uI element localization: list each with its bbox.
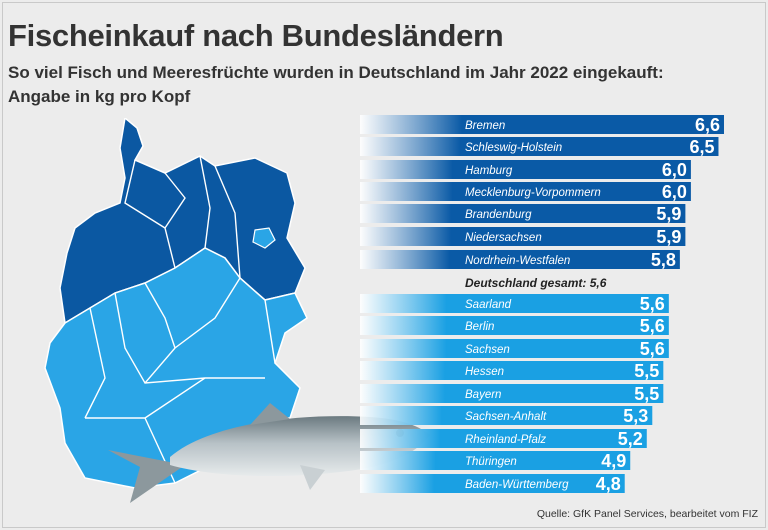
bar-value: 5,9 — [656, 227, 681, 247]
bar-hamburg — [360, 160, 691, 179]
unit-line: Angabe in kg pro Kopf — [8, 87, 191, 106]
bar-sachsen — [360, 339, 669, 358]
bar-value: 5,8 — [651, 250, 676, 270]
bar-label: Baden-Württemberg — [465, 479, 569, 491]
bar-label: Hessen — [465, 366, 504, 378]
bar-label: Sachsen-Anhalt — [465, 411, 547, 423]
bar-value: 5,2 — [618, 429, 643, 449]
bar-label: Thüringen — [465, 456, 517, 468]
bar-value: 4,8 — [596, 474, 621, 494]
bar-value: 5,5 — [634, 384, 659, 404]
bar-label: Schleswig-Holstein — [465, 142, 562, 154]
bar-label: Hamburg — [465, 165, 513, 177]
bar-label: Saarland — [465, 299, 512, 311]
bar-value: 6,0 — [662, 182, 687, 202]
bar-hessen — [360, 361, 664, 380]
bar-niedersachsen — [360, 227, 686, 246]
bar-value: 5,6 — [640, 339, 665, 359]
bar-label: Nordrhein-Westfalen — [465, 255, 570, 267]
bar-value: 5,6 — [640, 316, 665, 336]
bar-label: Niedersachsen — [465, 232, 542, 244]
map-borders — [84, 155, 276, 484]
bar-label: Mecklenburg-Vorpommern — [465, 187, 601, 199]
bar-rheinland-pfalz — [360, 429, 647, 448]
bar-label: Rheinland-Pfalz — [465, 434, 546, 446]
bar-brandenburg — [360, 204, 686, 223]
bar-value: 6,5 — [689, 137, 714, 157]
bar-value: 4,9 — [601, 451, 626, 471]
average-label: Deutschland gesamt: 5,6 — [465, 276, 607, 290]
bar-label: Brandenburg — [465, 209, 532, 221]
bar-nordrhein-westfalen — [360, 250, 680, 269]
bar-value: 6,6 — [695, 115, 720, 135]
bar-berlin — [360, 316, 669, 335]
bar-label: Bayern — [465, 389, 501, 401]
bar-sachsen-anhalt — [360, 406, 653, 425]
page-title: Fischeinkauf nach Bundesländern — [8, 18, 504, 53]
bar-label: Bremen — [465, 120, 505, 132]
bar-bayern — [360, 384, 664, 403]
bar-value: 5,3 — [623, 406, 648, 426]
bar-baden-württemberg — [360, 474, 625, 493]
bar-bremen — [360, 115, 724, 134]
map-berlin — [252, 227, 276, 249]
bar-label: Sachsen — [465, 344, 510, 356]
chart-subtitle: So viel Fisch und Meeresfrüchte wurden i… — [8, 63, 664, 82]
bar-value: 5,6 — [640, 294, 665, 314]
bar-schleswig-holstein — [360, 137, 719, 156]
bar-saarland — [360, 294, 669, 313]
bar-value: 6,0 — [662, 160, 687, 180]
bar-value: 5,9 — [656, 204, 681, 224]
bar-value: 5,5 — [634, 361, 659, 381]
bar-label: Berlin — [465, 321, 494, 333]
source-note: Quelle: GfK Panel Services, bearbeitet v… — [536, 508, 758, 520]
bar-thüringen — [360, 451, 631, 470]
bar-mecklenburg-vorpommern — [360, 182, 691, 201]
